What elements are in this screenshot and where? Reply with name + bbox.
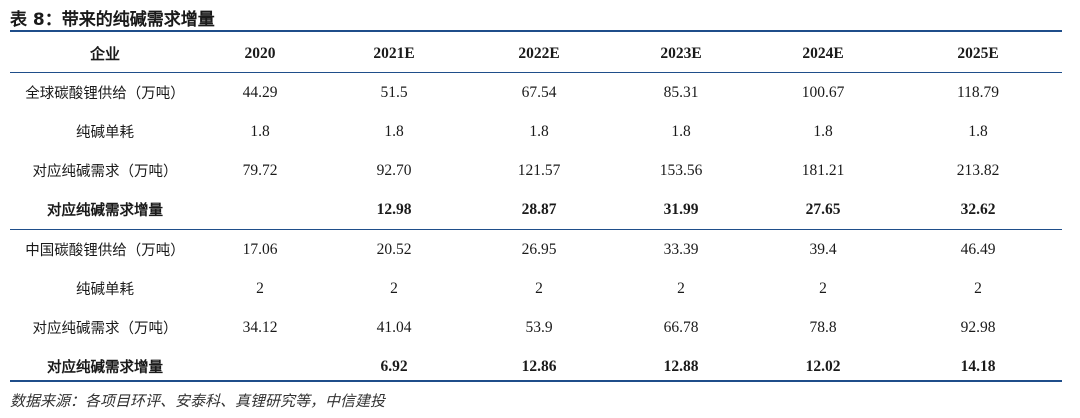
table-row: 对应纯碱需求增量 6.92 12.86 12.88 12.02 14.18	[10, 347, 1062, 386]
table-cell: 2	[535, 279, 543, 297]
table-cell: 12.88	[663, 357, 699, 375]
table-cell: 2	[974, 279, 982, 297]
table-cell: 39.4	[752, 229, 894, 269]
source-note: 数据来源：各项目环评、安泰科、真锂研究等，中信建投	[10, 392, 386, 410]
column-header: 企业	[10, 35, 200, 73]
table-cell: 121.57	[517, 161, 561, 179]
table-cell: 26.95	[468, 229, 610, 269]
table-cell: 2	[677, 279, 685, 297]
table-cell: 1.8	[384, 122, 404, 140]
row-label: 对应纯碱需求增量	[47, 203, 163, 219]
row-label: 纯碱单耗	[76, 282, 134, 298]
table-cell: 44.29	[242, 83, 278, 101]
table-cell: 14.18	[960, 357, 996, 375]
table-cell: 12.98	[376, 200, 412, 218]
table-row: 纯碱单耗 1.8 1.8 1.8 1.8 1.8 1.8	[10, 112, 1062, 151]
table-cell: 28.87	[521, 200, 557, 218]
table-header-row: 企业 2020 2021E 2022E 2023E 2024E 2025E	[10, 35, 1062, 73]
table-cell: 33.39	[610, 229, 752, 269]
table-cell: 31.99	[663, 200, 699, 218]
table-cell: 1.8	[671, 122, 691, 140]
table-cell: 181.21	[801, 161, 845, 179]
table-cell: 78.8	[809, 318, 837, 336]
column-header: 2020	[200, 35, 320, 73]
table-cell	[200, 190, 320, 230]
table-row: 中国碳酸锂供给（万吨） 17.06 20.52 26.95 33.39 39.4 46.49	[10, 229, 1062, 269]
table-cell: 2	[390, 279, 398, 297]
column-header: 2022E	[468, 35, 610, 73]
table-cell: 100.67	[801, 83, 845, 101]
table-row: 对应纯碱需求增量 12.98 28.87 31.99 27.65 32.62	[10, 190, 1062, 230]
table-cell: 17.06	[200, 229, 320, 269]
table-row: 纯碱单耗 2 2 2 2 2 2	[10, 269, 1062, 308]
row-label: 纯碱单耗	[76, 125, 134, 141]
soda-ash-demand-table: 企业 2020 2021E 2022E 2023E 2024E 2025E 全球…	[10, 35, 1062, 386]
row-label: 对应纯碱需求（万吨）	[32, 164, 178, 180]
table-cell: 12.02	[805, 357, 841, 375]
table-cell: 153.56	[659, 161, 703, 179]
column-header: 2021E	[320, 35, 468, 73]
table-cell: 1.8	[529, 122, 549, 140]
table-cell: 1.8	[250, 122, 270, 140]
table-cell: 66.78	[663, 318, 699, 336]
table-cell: 53.9	[525, 318, 553, 336]
column-header: 2023E	[610, 35, 752, 73]
table-cell: 6.92	[380, 357, 408, 375]
table-cell: 34.12	[242, 318, 278, 336]
table-cell: 41.04	[376, 318, 412, 336]
table-cell: 92.70	[376, 161, 412, 179]
table-cell: 51.5	[380, 83, 408, 101]
row-label: 对应纯碱需求增量	[47, 360, 163, 376]
table-cell: 85.31	[663, 83, 699, 101]
title-divider	[10, 30, 1062, 32]
row-label: 对应纯碱需求（万吨）	[32, 321, 178, 337]
table-cell: 27.65	[805, 200, 841, 218]
table-cell: 2	[819, 279, 827, 297]
table-title: 表 8：带来的纯碱需求增量	[10, 10, 215, 30]
column-header: 2024E	[752, 35, 894, 73]
table-cell: 79.72	[242, 161, 278, 179]
table-bottom-divider	[10, 380, 1062, 382]
table-cell: 20.52	[320, 229, 468, 269]
table-row: 全球碳酸锂供给（万吨） 44.29 51.5 67.54 85.31 100.67 118.…	[10, 73, 1062, 113]
table-cell: 12.86	[521, 357, 557, 375]
row-label: 全球碳酸锂供给（万吨）	[25, 86, 185, 102]
row-label: 中国碳酸锂供给（万吨）	[10, 229, 200, 269]
table-body: 全球碳酸锂供给（万吨） 44.29 51.5 67.54 85.31 100.67 118.…	[10, 73, 1062, 387]
table-cell: 118.79	[956, 83, 1000, 101]
table-cell: 1.8	[968, 122, 988, 140]
table-cell: 92.98	[960, 318, 996, 336]
table-cell: 67.54	[521, 83, 557, 101]
table-cell: 2	[256, 279, 264, 297]
table-cell: 213.82	[956, 161, 1000, 179]
table-row: 对应纯碱需求（万吨） 79.72 92.70 121.57 153.56 181.21 21…	[10, 151, 1062, 190]
table-cell: 46.49	[894, 229, 1062, 269]
table-cell: 1.8	[813, 122, 833, 140]
table-cell: 32.62	[960, 200, 996, 218]
table-row: 对应纯碱需求（万吨） 34.12 41.04 53.9 66.78 78.8 92.98	[10, 308, 1062, 347]
column-header: 2025E	[894, 35, 1062, 73]
